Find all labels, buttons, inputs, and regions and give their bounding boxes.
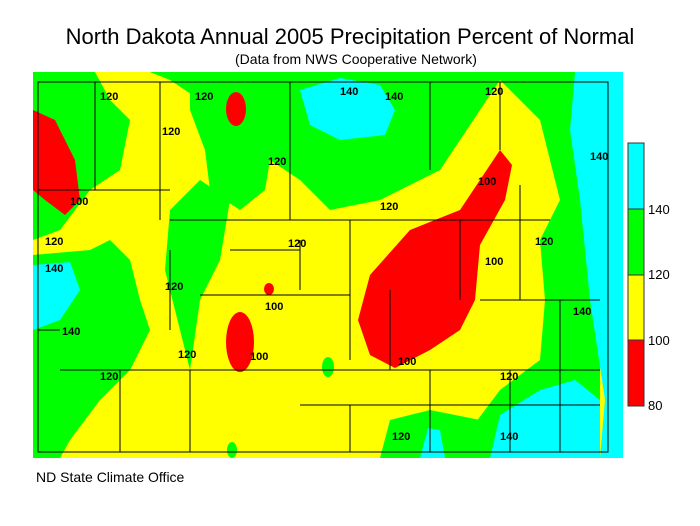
credit-text: ND State Climate Office [36, 469, 185, 485]
contour-label: 100 [485, 256, 503, 268]
contour-label: 100 [398, 356, 416, 368]
legend-bin-140-plus [627, 142, 645, 210]
legend-bin-120-140 [627, 208, 645, 276]
contour-label: 140 [340, 86, 358, 98]
contour-label: 100 [265, 301, 283, 313]
zone-120-140 [190, 72, 275, 210]
legend-tick: 140 [648, 202, 670, 217]
contour-labels: 120 120 140 120 120 120 100 120 140 140 … [45, 86, 608, 443]
contour-label: 100 [478, 176, 496, 188]
zone-120-140 [165, 180, 230, 370]
contour-label: 100 [70, 196, 88, 208]
contour-label: 120 [535, 236, 553, 248]
zone-140-plus [490, 380, 600, 458]
contour-label: 120 [500, 371, 518, 383]
legend-bin-80-100 [627, 339, 645, 407]
contour-label: 120 [100, 371, 118, 383]
contour-label: 140 [385, 91, 403, 103]
zone-140-plus [570, 72, 623, 458]
contour-label: 120 [45, 236, 63, 248]
legend-colorbar [627, 142, 645, 407]
zone-80-100 [226, 312, 254, 372]
contour-label: 140 [45, 263, 63, 275]
contour-label: 120 [392, 431, 410, 443]
contour-label: 120 [165, 281, 183, 293]
zone-120-140 [227, 442, 237, 458]
contour-label: 140 [62, 326, 80, 338]
contour-label: 120 [162, 126, 180, 138]
legend-tick: 120 [648, 267, 670, 282]
zone-80-100 [33, 110, 80, 215]
contour-label: 140 [500, 431, 518, 443]
contour-label: 120 [268, 156, 286, 168]
contour-label: 120 [178, 349, 196, 361]
contour-label: 120 [485, 86, 503, 98]
contour-label: 120 [288, 238, 306, 250]
map-subtitle: (Data from NWS Cooperative Network) [235, 51, 477, 67]
contour-label: 100 [250, 351, 268, 363]
zone-80-100 [358, 150, 512, 368]
contour-label: 120 [195, 91, 213, 103]
zone-80-100 [226, 92, 246, 126]
zone-140-plus [33, 262, 80, 330]
zone-80-100 [264, 283, 274, 295]
legend-tick: 100 [648, 333, 670, 348]
contour-label: 120 [380, 201, 398, 213]
zone-140-plus [300, 78, 395, 140]
contour-label: 140 [590, 151, 608, 163]
contour-label: 140 [573, 306, 591, 318]
legend-tick: 80 [648, 398, 663, 413]
county-boundaries [37, 81, 609, 453]
map-title: North Dakota Annual 2005 Precipitation P… [65, 24, 635, 49]
zone-140-plus [420, 428, 445, 458]
contour-label: 120 [100, 91, 118, 103]
legend-bin-100-120 [627, 274, 645, 341]
zone-120-140 [322, 357, 334, 377]
